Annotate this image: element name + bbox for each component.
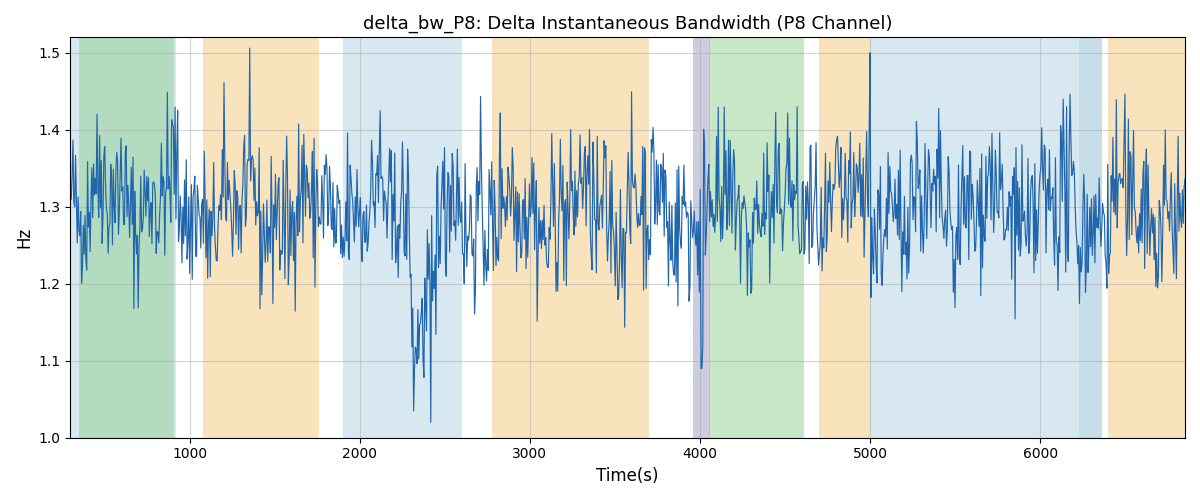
Bar (694, 38, 710, 438)
Bar (1080, 38, 1102, 438)
X-axis label: Time(s): Time(s) (596, 467, 659, 485)
Bar (1109, 38, 1186, 438)
Bar (492, 38, 649, 438)
Bar (71, 38, 176, 438)
Y-axis label: Hz: Hz (14, 227, 32, 248)
Bar (870, 38, 1080, 438)
Bar (203, 38, 319, 438)
Title: delta_bw_P8: Delta Instantaneous Bandwidth (P8 Channel): delta_bw_P8: Delta Instantaneous Bandwid… (362, 15, 893, 34)
Bar (79, 38, 174, 438)
Bar (820, 38, 870, 438)
Bar (708, 38, 804, 438)
Bar (343, 38, 462, 438)
